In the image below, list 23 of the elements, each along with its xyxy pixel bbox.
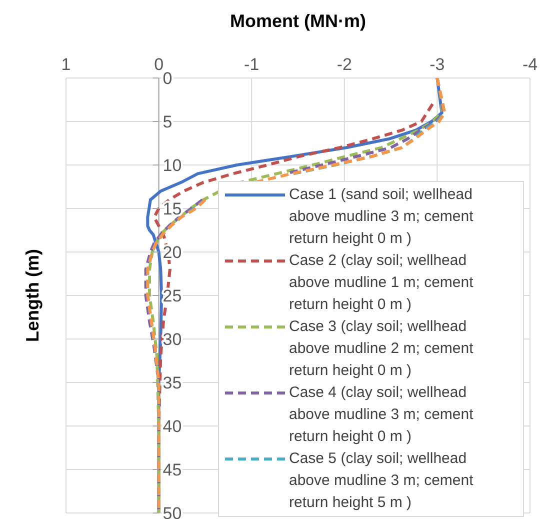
legend-label: Case 2 (clay soil; wellhead above mudline 1 m; cement return height 0 m ) — [289, 251, 474, 315]
y-tick-label: 5 — [162, 112, 172, 132]
y-tick-label: 15 — [162, 199, 182, 218]
y-tick-label: 20 — [162, 242, 182, 262]
y-tick-label: 50 — [162, 504, 182, 519]
x-tick-label: -4 — [522, 55, 538, 74]
y-tick-label: 25 — [162, 286, 182, 306]
y-axis-title: Length (m) — [22, 249, 42, 342]
x-tick-label: -2 — [336, 55, 352, 74]
legend-label: Case 5 (clay soil; wellhead above mudline 3 m; cement return height 5 m ) — [289, 449, 474, 513]
y-tick-label: 10 — [162, 156, 182, 175]
legend-label: Case 1 (sand soil; wellhead above mudline 3 m; cement return height 0 m ) — [289, 185, 474, 249]
legend-label: Case 4 (clay soil; wellhead above mudline 3 m; cement return height 0 m ) — [289, 383, 474, 447]
y-tick-label: 45 — [162, 460, 182, 480]
x-tick-label: -3 — [430, 55, 445, 74]
y-tick-label: 30 — [162, 330, 182, 349]
legend-label: Case 3 (clay soil; wellhead above mudline 2 m; cement return height 0 m ) — [289, 317, 474, 381]
x-axis-title: Moment (MN·m) — [230, 10, 366, 31]
x-tick-label: -1 — [244, 55, 260, 74]
y-tick-label: 0 — [162, 68, 172, 88]
x-tick-label: 1 — [61, 55, 71, 74]
y-tick-label: 35 — [162, 373, 182, 392]
y-tick-label: 40 — [162, 416, 182, 436]
